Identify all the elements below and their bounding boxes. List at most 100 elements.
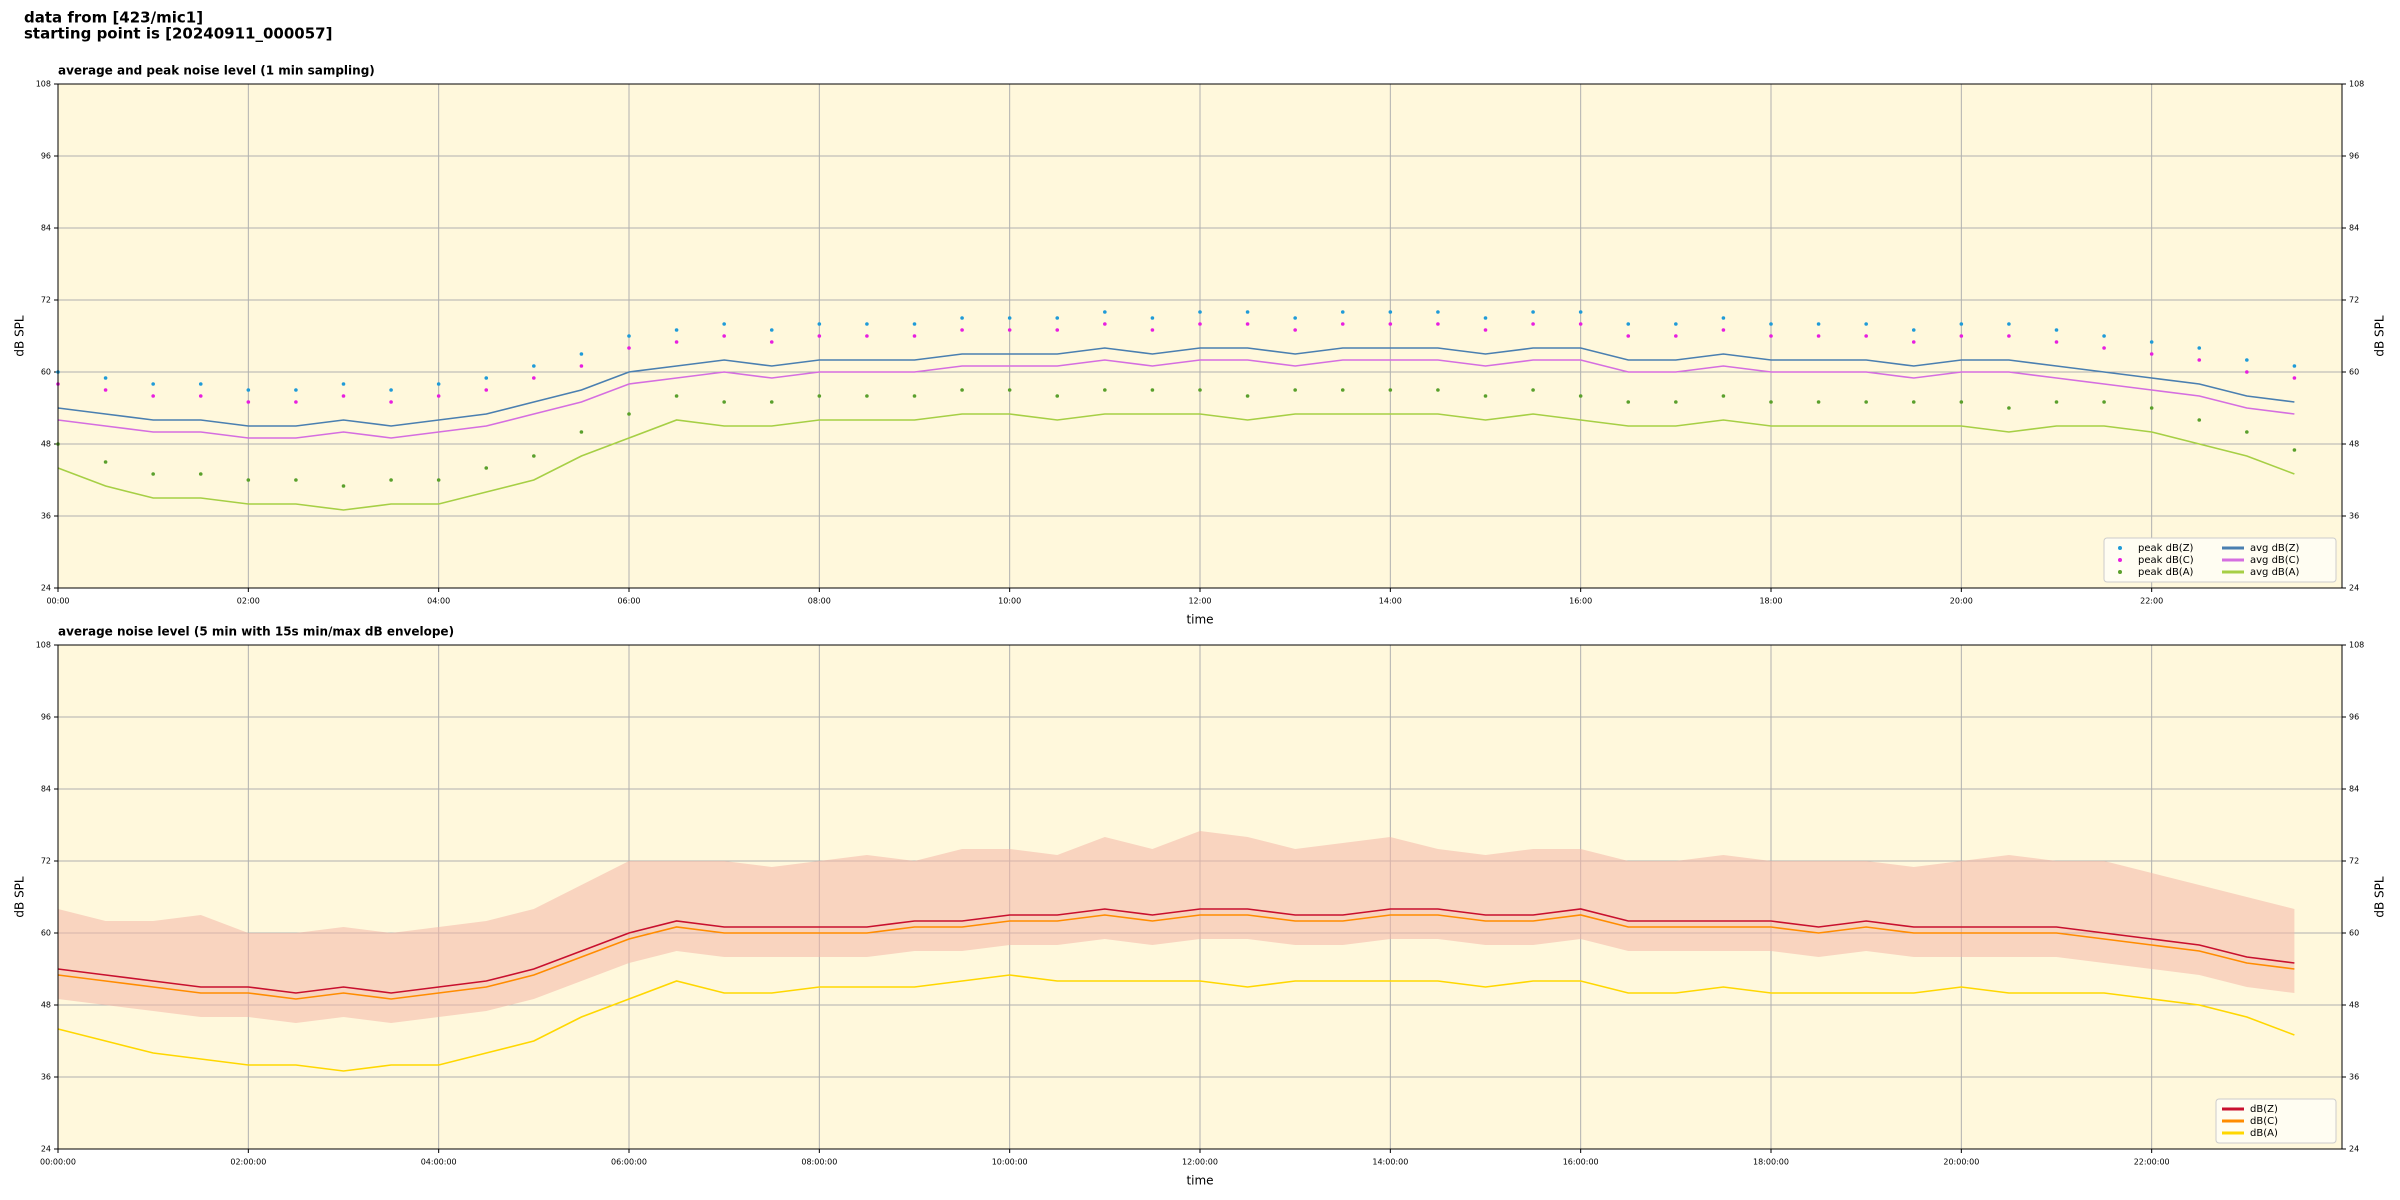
- x-tick-label: 02:00: [237, 597, 260, 606]
- peak-point: [2292, 448, 2297, 452]
- legend-label: dB(C): [2250, 1116, 2278, 1127]
- peak-point: [912, 334, 917, 338]
- peak-point: [532, 454, 536, 458]
- legend-label: peak dB(A): [2138, 567, 2194, 578]
- y-tick-label: 48: [41, 1001, 51, 1010]
- peak-point: [1245, 322, 1250, 326]
- y-tick-label: 84: [41, 224, 51, 233]
- y-tick-label-right: 84: [2349, 785, 2359, 794]
- y-tick-label-right: 60: [2349, 368, 2359, 377]
- peak-point: [2102, 346, 2106, 350]
- x-tick-label: 08:00:00: [801, 1158, 837, 1167]
- peak-point: [2007, 322, 2011, 326]
- x-tick-label: 04:00:00: [421, 1158, 457, 1167]
- y-tick-label: 84: [41, 785, 51, 794]
- peak-point: [1245, 394, 1250, 398]
- peak-point: [1150, 316, 1155, 320]
- peak-point: [1864, 322, 1868, 326]
- x-axis-label: time: [1186, 1174, 1213, 1188]
- peak-point: [1103, 388, 1107, 392]
- x-tick-label: 16:00:00: [1563, 1158, 1599, 1167]
- peak-point: [960, 316, 964, 320]
- peak-point: [1769, 334, 1773, 338]
- peak-point: [1198, 388, 1202, 392]
- series-line: [57, 974, 2295, 1072]
- peak-point: [2197, 358, 2202, 362]
- y-tick-label-right: 72: [2349, 296, 2359, 305]
- legend-box: [2215, 1098, 2337, 1144]
- peak-point: [246, 388, 251, 392]
- y-tick-label: 108: [36, 80, 51, 89]
- y-tick-label: 60: [41, 929, 51, 938]
- y-tick-label: 96: [41, 713, 51, 722]
- x-tick-label: 00:00: [46, 597, 69, 606]
- peak-point: [769, 328, 774, 332]
- legend-box: [2103, 537, 2337, 583]
- y-tick-label: 36: [41, 512, 51, 521]
- peak-point: [2292, 376, 2297, 380]
- peak-point: [436, 478, 441, 482]
- y-axis-label: dB SPL: [13, 315, 27, 357]
- peak-point: [389, 388, 393, 392]
- x-axis-label: time: [1186, 613, 1213, 627]
- header-line: data from [423/mic1]: [24, 9, 203, 27]
- peak-point: [2245, 370, 2249, 374]
- y-tick-label: 36: [41, 1073, 51, 1082]
- y-tick-label-right: 108: [2349, 641, 2364, 650]
- y-tick-label: 72: [41, 296, 51, 305]
- peak-point: [1293, 316, 1297, 320]
- legend-label: avg dB(C): [2250, 555, 2300, 566]
- peak-point: [1769, 400, 1773, 404]
- peak-point: [1816, 322, 1821, 326]
- x-tick-label: 12:00: [1188, 597, 1211, 606]
- peak-point: [579, 364, 584, 368]
- peak-point: [1721, 394, 1726, 398]
- peak-point: [1769, 322, 1773, 326]
- peak-point: [1198, 310, 1202, 314]
- peak-point: [1388, 322, 1393, 326]
- peak-point: [2292, 364, 2297, 368]
- y-tick-label-right: 60: [2349, 929, 2359, 938]
- peak-point: [1055, 394, 1060, 398]
- x-tick-label: 06:00: [617, 597, 640, 606]
- peak-point: [294, 400, 298, 404]
- peak-point: [1721, 316, 1726, 320]
- peak-point: [817, 394, 822, 398]
- series-line: [57, 359, 2295, 439]
- x-tick-label: 04:00: [427, 597, 450, 606]
- legend-marker: [2118, 558, 2122, 562]
- peak-point: [484, 466, 489, 470]
- x-tick-label: 10:00:00: [992, 1158, 1028, 1167]
- peak-point: [1388, 388, 1393, 392]
- x-tick-label: 08:00: [808, 597, 831, 606]
- peak-point: [2149, 340, 2154, 344]
- peak-point: [2149, 406, 2154, 410]
- y-tick-label-right: 72: [2349, 857, 2359, 866]
- peak-point: [1436, 310, 1440, 314]
- peak-point: [912, 322, 917, 326]
- peak-point: [389, 478, 393, 482]
- x-tick-label: 06:00:00: [611, 1158, 647, 1167]
- y-tick-label-right: 96: [2349, 713, 2359, 722]
- peak-point: [151, 472, 155, 476]
- legend-marker: [2118, 546, 2122, 550]
- peak-point: [1578, 322, 1583, 326]
- peak-point: [1150, 388, 1155, 392]
- plot-frame: [57, 644, 2343, 1150]
- peak-point: [2102, 334, 2106, 338]
- peak-point: [198, 472, 203, 476]
- x-tick-label: 18:00: [1759, 597, 1782, 606]
- header-line: starting point is [20240911_000057]: [24, 25, 332, 43]
- peak-point: [1531, 388, 1535, 392]
- peak-point: [1578, 310, 1583, 314]
- peak-point: [817, 334, 822, 338]
- peak-point: [1959, 334, 1964, 338]
- peak-point: [1388, 310, 1393, 314]
- peak-point: [1911, 400, 1916, 404]
- y-tick-label: 48: [41, 440, 51, 449]
- peak-point: [579, 352, 584, 356]
- peak-point: [1436, 388, 1440, 392]
- peak-point: [1816, 400, 1821, 404]
